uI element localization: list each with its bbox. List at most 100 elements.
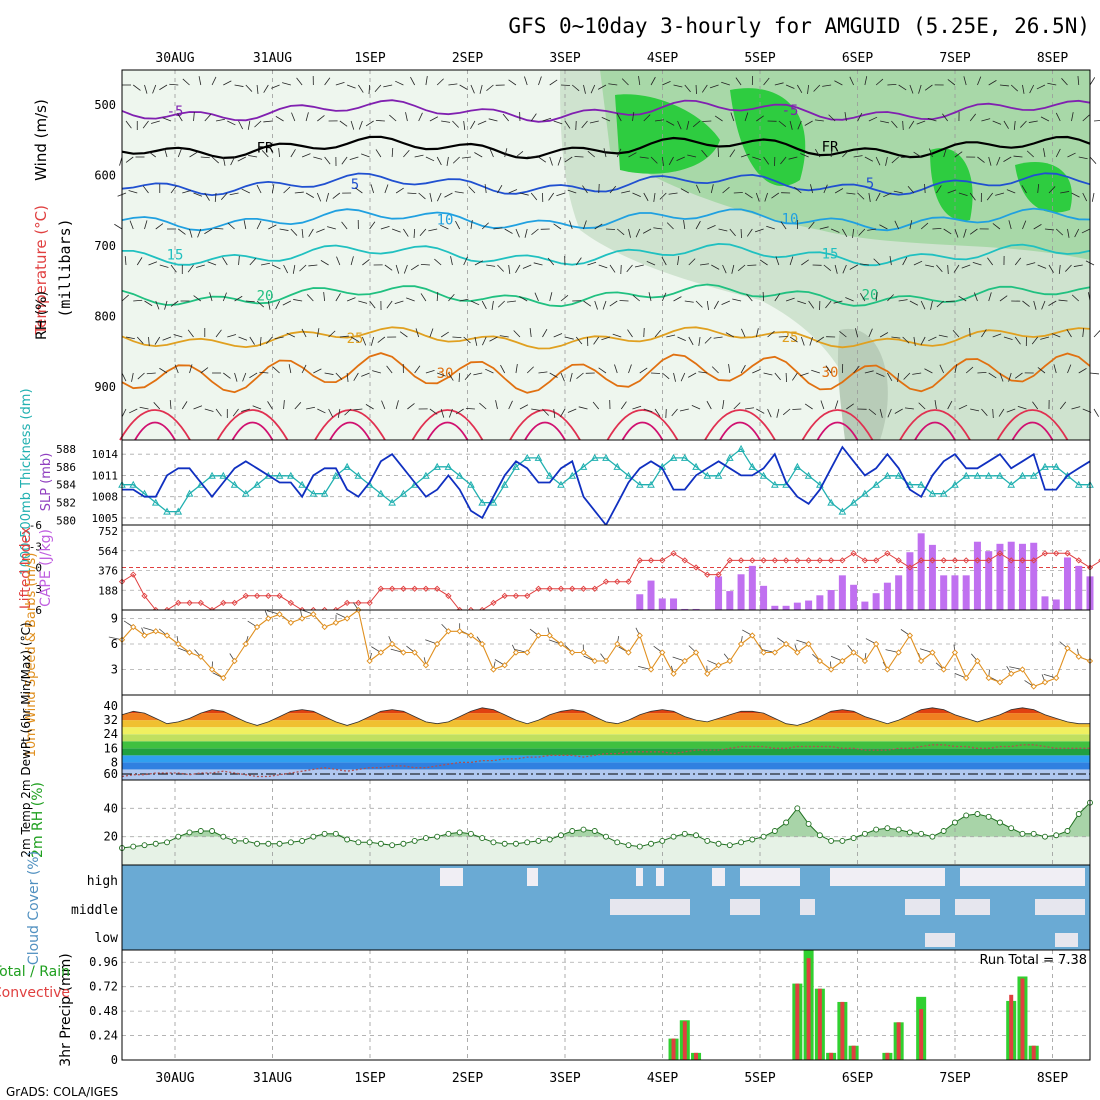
upper-wind-barb bbox=[1037, 367, 1046, 374]
upper-wind-barb bbox=[820, 400, 825, 410]
upper-wind-barb bbox=[659, 192, 667, 200]
wind-speed-marker bbox=[377, 649, 385, 656]
upper-wind-barb bbox=[900, 156, 910, 159]
rh-marker bbox=[197, 828, 204, 834]
upper-wind-barb bbox=[969, 327, 971, 338]
wind-speed-marker bbox=[422, 662, 430, 669]
cape-bar bbox=[1018, 543, 1026, 610]
wind-speed-marker bbox=[1064, 645, 1071, 652]
li-marker bbox=[411, 585, 418, 592]
upper-wind-barb bbox=[797, 120, 802, 130]
upper-wind-barb bbox=[440, 331, 449, 338]
upper-wind-barb bbox=[569, 372, 573, 382]
thickness-marker bbox=[230, 480, 239, 488]
li-marker bbox=[670, 550, 677, 557]
upper-wind-barb bbox=[254, 120, 262, 128]
upper-wind-barb bbox=[549, 372, 558, 378]
upper-wind-barb bbox=[248, 155, 258, 158]
upper-wind-barb bbox=[958, 404, 968, 410]
li-marker bbox=[839, 557, 846, 564]
upper-wind-barb bbox=[234, 372, 238, 382]
upper-wind-barb bbox=[374, 84, 382, 93]
contour-label: 30 bbox=[437, 366, 454, 382]
upper-wind-barb bbox=[981, 118, 991, 122]
upper-wind-barb bbox=[830, 228, 840, 233]
cape-bar bbox=[928, 544, 936, 610]
li-marker bbox=[242, 592, 249, 599]
thickness-marker bbox=[906, 480, 914, 488]
upper-wind-barb bbox=[193, 295, 202, 302]
rh-marker bbox=[445, 830, 452, 837]
upper-wind-barb bbox=[698, 371, 708, 374]
upper-wind-barb bbox=[785, 84, 795, 89]
run-total: Run Total = 7.38 bbox=[979, 953, 1087, 968]
upper-wind-barb bbox=[782, 408, 791, 416]
upper-wind-barb bbox=[969, 192, 976, 201]
upper-wind-barb bbox=[502, 113, 510, 122]
upper-wind-barb bbox=[614, 364, 618, 374]
cape-bar bbox=[883, 582, 891, 610]
upper-wind-barb bbox=[807, 84, 810, 94]
upper-wind-barb bbox=[661, 292, 667, 302]
upper-wind-barb bbox=[339, 335, 349, 338]
upper-wind-barb bbox=[252, 405, 262, 410]
upper-wind-barb bbox=[327, 226, 336, 230]
upper-wind-barb bbox=[920, 336, 926, 346]
thickness-marker bbox=[737, 444, 745, 452]
upper-wind-barb bbox=[420, 263, 430, 266]
upper-wind-barb bbox=[925, 264, 935, 268]
upper-wind-barb bbox=[789, 120, 793, 130]
precip-convective-bar bbox=[829, 1052, 834, 1060]
thickness-marker bbox=[208, 471, 216, 479]
upper-wind-barb bbox=[908, 120, 915, 129]
rh-marker bbox=[265, 840, 272, 847]
cloud-high-block bbox=[830, 868, 945, 886]
upper-wind-barb bbox=[459, 298, 469, 302]
thickness-marker bbox=[714, 471, 723, 479]
rh-marker bbox=[299, 837, 306, 844]
upper-wind-barb bbox=[889, 256, 892, 266]
upper-wind-barb bbox=[648, 292, 652, 302]
upper-wind-barb bbox=[553, 408, 556, 418]
li-marker bbox=[175, 599, 182, 607]
upper-wind-barb bbox=[969, 113, 977, 122]
cape-bar bbox=[636, 594, 644, 610]
surface-heat-arc bbox=[996, 409, 1069, 441]
upper-wind-barb bbox=[414, 154, 424, 158]
upper-wind-barb bbox=[1033, 224, 1042, 230]
upper-ylabel: (millibars) bbox=[56, 218, 74, 317]
upper-wind-barb bbox=[519, 296, 528, 302]
wind-speed-marker bbox=[310, 611, 317, 618]
rh-marker bbox=[467, 830, 474, 837]
upper-wind-barb bbox=[791, 372, 798, 381]
upper-wind-barb bbox=[519, 192, 529, 196]
contour-label: 15 bbox=[822, 247, 839, 263]
upper-wind-barb bbox=[350, 120, 355, 130]
slp-tick-label: 1011 bbox=[92, 469, 119, 482]
upper-wind-barb bbox=[220, 192, 228, 200]
upper-wind-barb bbox=[616, 228, 625, 236]
temp-band bbox=[122, 741, 1090, 749]
rh-marker bbox=[569, 828, 576, 834]
rh-marker bbox=[771, 828, 778, 834]
wind-legend-label: Wind (m/s) bbox=[32, 99, 50, 181]
upper-wind-barb bbox=[383, 84, 393, 88]
upper-wind-barb bbox=[530, 113, 537, 122]
upper-wind-barb bbox=[891, 336, 901, 339]
rh-tick-label: 40 bbox=[104, 801, 118, 815]
wind-speed-marker bbox=[163, 632, 171, 639]
upper-wind-barb bbox=[621, 78, 629, 86]
rh-marker bbox=[1030, 830, 1037, 837]
upper-wind-barb bbox=[808, 300, 815, 309]
upper-wind-barb bbox=[936, 264, 943, 273]
upper-wind-barb bbox=[898, 299, 908, 302]
upper-wind-barb bbox=[301, 364, 307, 374]
upper-wind-barb bbox=[187, 264, 194, 273]
upper-wind-barb bbox=[1067, 228, 1070, 238]
li-marker bbox=[647, 557, 655, 564]
upper-wind-barb bbox=[894, 408, 903, 414]
li-marker bbox=[963, 557, 970, 564]
wind-speed-marker bbox=[737, 640, 745, 648]
wind-speed-marker bbox=[614, 640, 621, 648]
